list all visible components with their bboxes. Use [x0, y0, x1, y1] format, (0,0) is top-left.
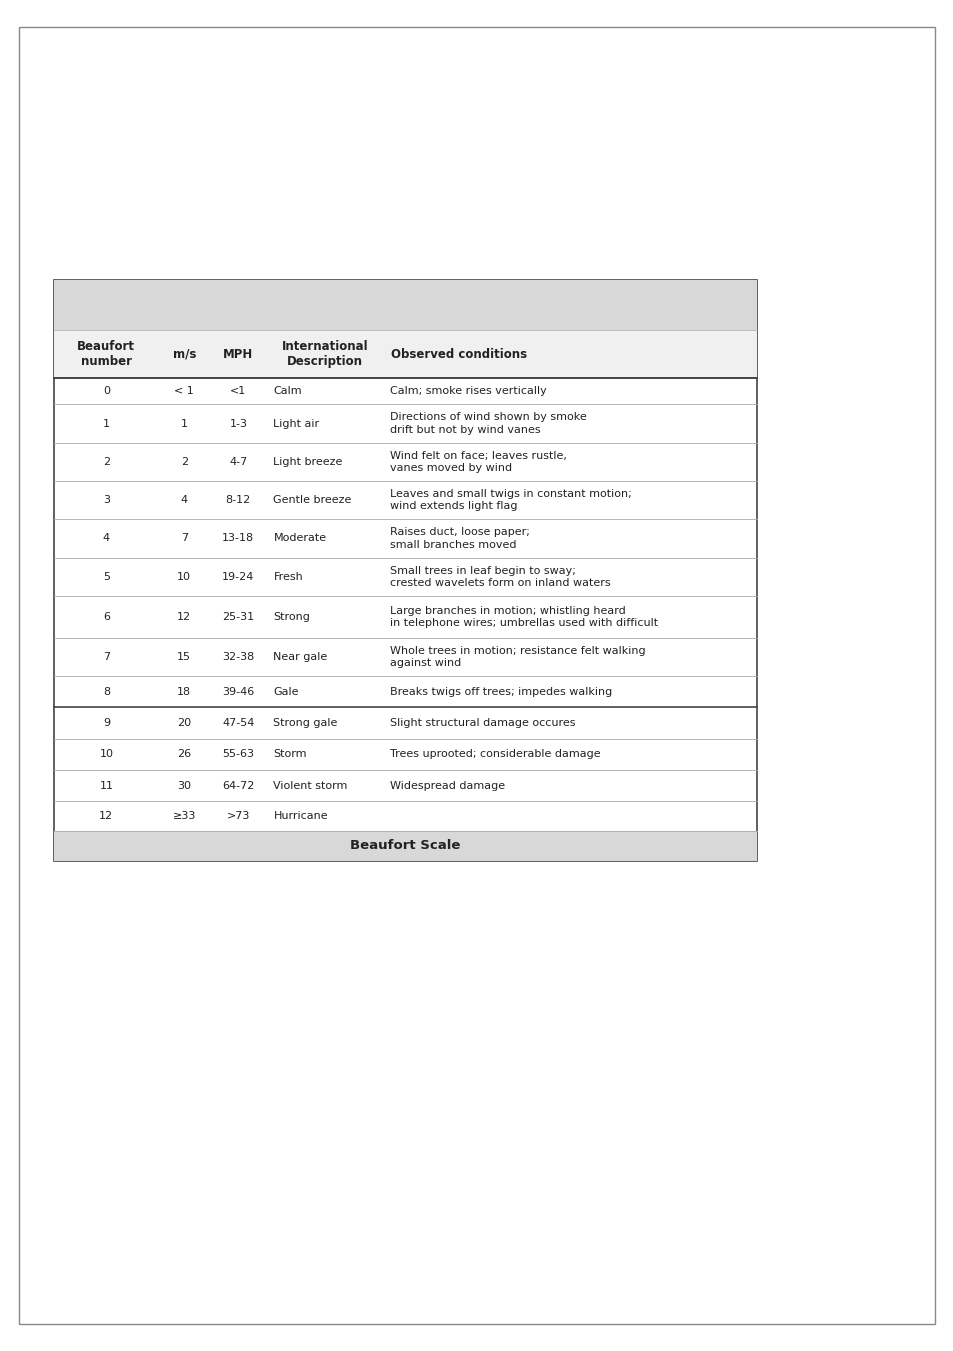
Text: 7: 7 — [180, 534, 188, 543]
Bar — [54, 280, 756, 861]
Text: Gale: Gale — [274, 686, 298, 697]
Text: Fresh: Fresh — [274, 571, 303, 582]
Text: 8: 8 — [103, 686, 110, 697]
Text: <1: <1 — [230, 386, 246, 396]
Text: 2: 2 — [103, 457, 110, 467]
Text: 10: 10 — [177, 571, 191, 582]
Text: 15: 15 — [177, 651, 191, 662]
Text: Light breeze: Light breeze — [274, 457, 342, 467]
Text: 30: 30 — [177, 781, 191, 790]
Text: Calm: Calm — [274, 386, 302, 396]
Text: Leaves and small twigs in constant motion;
wind extends light flag: Leaves and small twigs in constant motio… — [390, 489, 631, 512]
Text: Breaks twigs off trees; impedes walking: Breaks twigs off trees; impedes walking — [390, 686, 612, 697]
Text: ≥33: ≥33 — [172, 811, 195, 821]
Text: 5: 5 — [103, 571, 110, 582]
Text: 4-7: 4-7 — [229, 457, 247, 467]
Bar — [54, 330, 756, 378]
Text: 55-63: 55-63 — [222, 750, 254, 759]
Text: Large branches in motion; whistling heard
in telephone wires; umbrellas used wit: Large branches in motion; whistling hear… — [390, 605, 658, 628]
Text: Hurricane: Hurricane — [274, 811, 328, 821]
Text: < 1: < 1 — [174, 386, 194, 396]
Text: Whole trees in motion; resistance felt walking
against wind: Whole trees in motion; resistance felt w… — [390, 646, 645, 667]
Text: 18: 18 — [177, 686, 192, 697]
Text: 8-12: 8-12 — [226, 496, 251, 505]
Text: 11: 11 — [99, 781, 113, 790]
Text: 64-72: 64-72 — [222, 781, 254, 790]
Text: Gentle breeze: Gentle breeze — [274, 496, 352, 505]
Text: Observed conditions: Observed conditions — [391, 347, 527, 361]
Text: 10: 10 — [99, 750, 113, 759]
Text: 25-31: 25-31 — [222, 612, 254, 621]
Text: 12: 12 — [99, 811, 113, 821]
Text: Raises duct, loose paper;
small branches moved: Raises duct, loose paper; small branches… — [390, 527, 529, 550]
Text: Calm; smoke rises vertically: Calm; smoke rises vertically — [390, 386, 546, 396]
Text: International
Description: International Description — [281, 339, 368, 369]
Text: MPH: MPH — [223, 347, 253, 361]
Text: 1: 1 — [180, 419, 188, 428]
Text: Wind felt on face; leaves rustle,
vanes moved by wind: Wind felt on face; leaves rustle, vanes … — [390, 451, 566, 473]
Text: 47-54: 47-54 — [222, 717, 254, 728]
Text: 4: 4 — [103, 534, 110, 543]
Text: Light air: Light air — [274, 419, 319, 428]
Text: 1: 1 — [103, 419, 110, 428]
Text: Beaufort Scale: Beaufort Scale — [350, 839, 460, 852]
Bar — [54, 280, 756, 330]
Text: 3: 3 — [103, 496, 110, 505]
Text: Storm: Storm — [274, 750, 307, 759]
Text: 1-3: 1-3 — [229, 419, 247, 428]
Text: Near gale: Near gale — [274, 651, 327, 662]
Text: 9: 9 — [103, 717, 110, 728]
Text: Moderate: Moderate — [274, 534, 326, 543]
Text: 7: 7 — [103, 651, 110, 662]
Text: Small trees in leaf begin to sway;
crested wavelets form on inland waters: Small trees in leaf begin to sway; crest… — [390, 566, 610, 588]
Text: Slight structural damage occures: Slight structural damage occures — [390, 717, 575, 728]
Text: Strong gale: Strong gale — [274, 717, 337, 728]
Text: 6: 6 — [103, 612, 110, 621]
Text: >73: >73 — [227, 811, 250, 821]
Text: Strong: Strong — [274, 612, 310, 621]
Text: 32-38: 32-38 — [222, 651, 254, 662]
Text: 12: 12 — [177, 612, 192, 621]
Text: 20: 20 — [177, 717, 192, 728]
Text: 19-24: 19-24 — [222, 571, 254, 582]
Text: Directions of wind shown by smoke
drift but not by wind vanes: Directions of wind shown by smoke drift … — [390, 412, 586, 435]
Text: 0: 0 — [103, 386, 110, 396]
Text: 26: 26 — [177, 750, 192, 759]
Text: Widespread damage: Widespread damage — [390, 781, 504, 790]
Text: 2: 2 — [180, 457, 188, 467]
Text: Trees uprooted; considerable damage: Trees uprooted; considerable damage — [390, 750, 600, 759]
Bar — [54, 831, 756, 861]
Text: m/s: m/s — [172, 347, 195, 361]
Text: Beaufort
number: Beaufort number — [77, 339, 135, 369]
Text: 13-18: 13-18 — [222, 534, 254, 543]
Text: 39-46: 39-46 — [222, 686, 254, 697]
Text: 4: 4 — [180, 496, 188, 505]
Text: Violent storm: Violent storm — [274, 781, 348, 790]
